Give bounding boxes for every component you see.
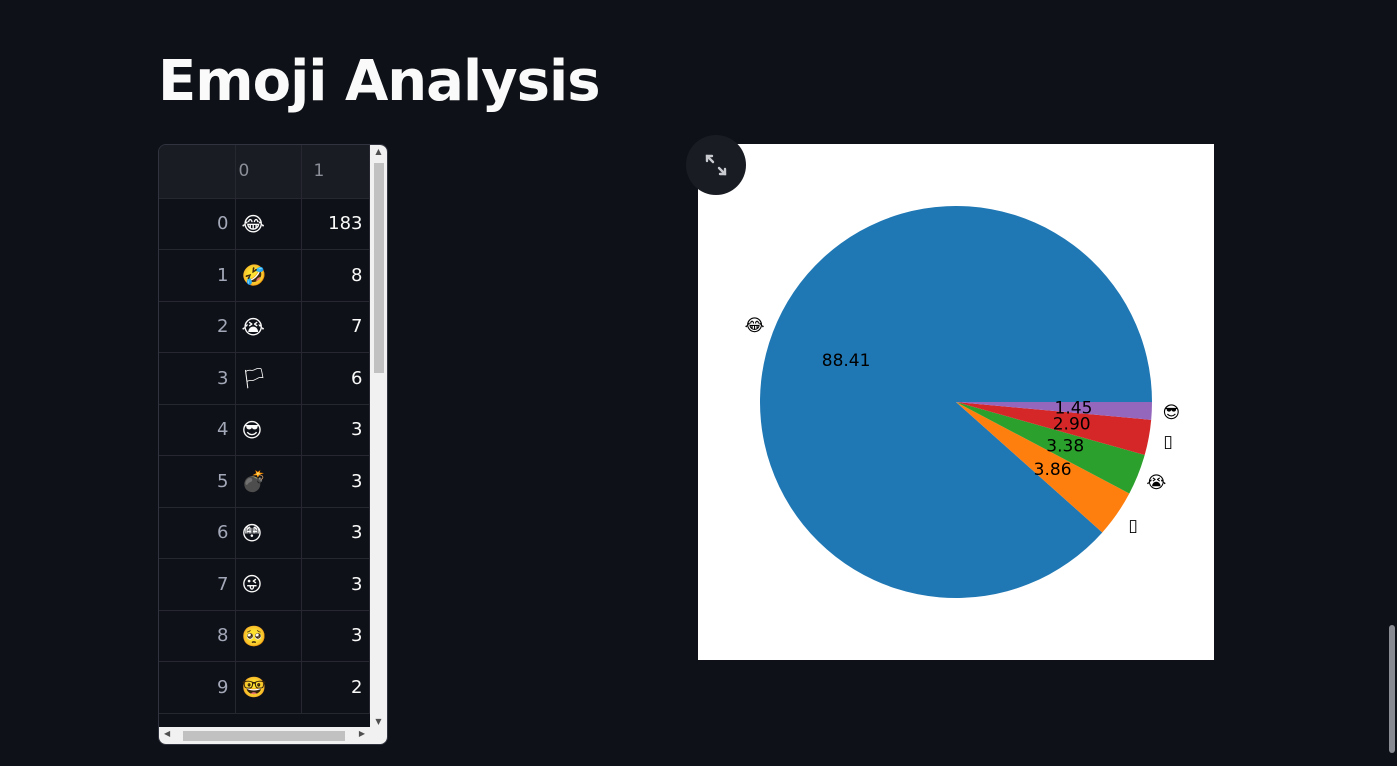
vertical-scroll-thumb[interactable] bbox=[374, 163, 384, 373]
pie-category-label: ▯ bbox=[1163, 432, 1172, 452]
row-index[interactable]: 2 bbox=[159, 301, 236, 353]
dataframe-header-row: 0 1 bbox=[159, 145, 370, 199]
vertical-scrollbar[interactable]: ▲ ▼ bbox=[370, 145, 387, 728]
table-row[interactable]: 1 🤣 8 bbox=[159, 249, 370, 302]
pie-category-label: 😎 bbox=[1163, 403, 1181, 423]
table-row[interactable]: 0 😂 183 bbox=[159, 198, 370, 250]
table-row[interactable]: 6 😳 3 bbox=[159, 507, 370, 559]
scroll-up-arrow-icon[interactable]: ▲ bbox=[375, 147, 382, 156]
table-row[interactable]: 7 😜 3 bbox=[159, 558, 370, 611]
row-index[interactable]: 7 bbox=[159, 558, 236, 611]
emoji-cell[interactable]: 🤣 bbox=[235, 249, 302, 302]
pie-percent-label: 88.41 bbox=[822, 351, 871, 371]
table-row[interactable]: 5 💣 3 bbox=[159, 455, 370, 508]
row-index[interactable]: 1 bbox=[159, 249, 236, 302]
count-cell[interactable]: 3 bbox=[301, 507, 370, 559]
count-cell[interactable]: 6 bbox=[301, 352, 370, 405]
emoji-cell[interactable]: 🤓 bbox=[235, 661, 302, 714]
pie-slice bbox=[956, 402, 1152, 455]
count-cell[interactable]: 2 bbox=[301, 661, 370, 714]
expand-icon bbox=[705, 154, 727, 176]
count-cell[interactable]: 183 bbox=[301, 198, 370, 250]
scroll-left-arrow-icon[interactable]: ◀ bbox=[164, 729, 171, 738]
horizontal-scroll-thumb[interactable] bbox=[183, 731, 345, 741]
fullscreen-button[interactable] bbox=[686, 135, 746, 195]
pie-slice bbox=[956, 402, 1152, 420]
horizontal-scrollbar[interactable]: ◀ ▶ bbox=[159, 727, 387, 744]
table-row[interactable]: 2 😭 7 bbox=[159, 301, 370, 353]
row-index[interactable]: 3 bbox=[159, 352, 236, 405]
pie-percent-label: 3.38 bbox=[1046, 437, 1084, 457]
table-row[interactable]: 9 🤓 2 bbox=[159, 661, 370, 714]
emoji-cell[interactable]: 😭 bbox=[235, 301, 302, 353]
emoji-cell[interactable]: 💣 bbox=[235, 455, 302, 508]
pie-slice bbox=[759, 206, 1152, 598]
table-row[interactable]: 4 😎 3 bbox=[159, 404, 370, 456]
row-index[interactable]: 9 bbox=[159, 661, 236, 714]
emoji-cell[interactable]: 🏳 bbox=[235, 352, 302, 405]
column-header-0[interactable]: 0 bbox=[235, 145, 302, 199]
emoji-cell[interactable]: 😎 bbox=[235, 404, 302, 456]
count-cell[interactable]: 3 bbox=[301, 558, 370, 611]
count-cell[interactable]: 7 bbox=[301, 301, 370, 353]
emoji-cell[interactable]: 😂 bbox=[235, 198, 302, 250]
emoji-cell[interactable]: 😜 bbox=[235, 558, 302, 611]
pie-percent-label: 3.86 bbox=[1034, 460, 1072, 480]
emoji-cell[interactable]: 🥺 bbox=[235, 610, 302, 662]
pie-category-label: 😭 bbox=[1146, 473, 1166, 493]
scroll-right-arrow-icon[interactable]: ▶ bbox=[358, 729, 365, 738]
page-scrollbar-thumb[interactable] bbox=[1389, 625, 1395, 753]
count-cell[interactable]: 8 bbox=[301, 249, 370, 302]
pie-percent-label: 2.90 bbox=[1053, 414, 1091, 434]
emoji-dataframe[interactable]: 0 1 0 😂 183 1 🤣 8 2 😭 7 3 🏳 6 4 😎 3 5 💣 3 6 😳 3 7 😜 3 8 🥺 3 9 🤓 2 ▲ ▼… bbox=[158, 144, 388, 745]
count-cell[interactable]: 3 bbox=[301, 455, 370, 508]
pie-chart-svg: 88.41 😂 3.86 ▯ 3.38 😭 2.90 ▯ 1.45 😎 bbox=[745, 206, 1181, 598]
table-row[interactable]: 3 🏳 6 bbox=[159, 352, 370, 405]
pie-category-label: ▯ bbox=[1128, 516, 1137, 536]
count-cell[interactable]: 3 bbox=[301, 610, 370, 662]
row-index[interactable]: 0 bbox=[159, 198, 236, 250]
column-header-1[interactable]: 1 bbox=[301, 145, 370, 199]
count-cell[interactable]: 3 bbox=[301, 404, 370, 456]
pie-percent-label: 1.45 bbox=[1055, 398, 1093, 418]
row-index[interactable]: 4 bbox=[159, 404, 236, 456]
emoji-cell[interactable]: 😳 bbox=[235, 507, 302, 559]
dataframe-table: 0 1 0 😂 183 1 🤣 8 2 😭 7 3 🏳 6 4 😎 3 5 💣 3 6 😳 3 7 😜 3 8 🥺 3 9 🤓 2 bbox=[159, 145, 370, 714]
table-row[interactable]: 8 🥺 3 bbox=[159, 610, 370, 662]
pie-slice bbox=[956, 402, 1130, 533]
row-index[interactable]: 8 bbox=[159, 610, 236, 662]
row-index[interactable]: 6 bbox=[159, 507, 236, 559]
emoji-pie-chart: 88.41 😂 3.86 ▯ 3.38 😭 2.90 ▯ 1.45 😎 bbox=[698, 144, 1214, 660]
pie-category-label: 😂 bbox=[745, 316, 765, 336]
index-header bbox=[159, 145, 236, 199]
row-index[interactable]: 5 bbox=[159, 455, 236, 508]
scroll-down-arrow-icon[interactable]: ▼ bbox=[375, 717, 382, 726]
page-title: Emoji Analysis bbox=[158, 49, 601, 114]
pie-slice bbox=[956, 402, 1145, 494]
